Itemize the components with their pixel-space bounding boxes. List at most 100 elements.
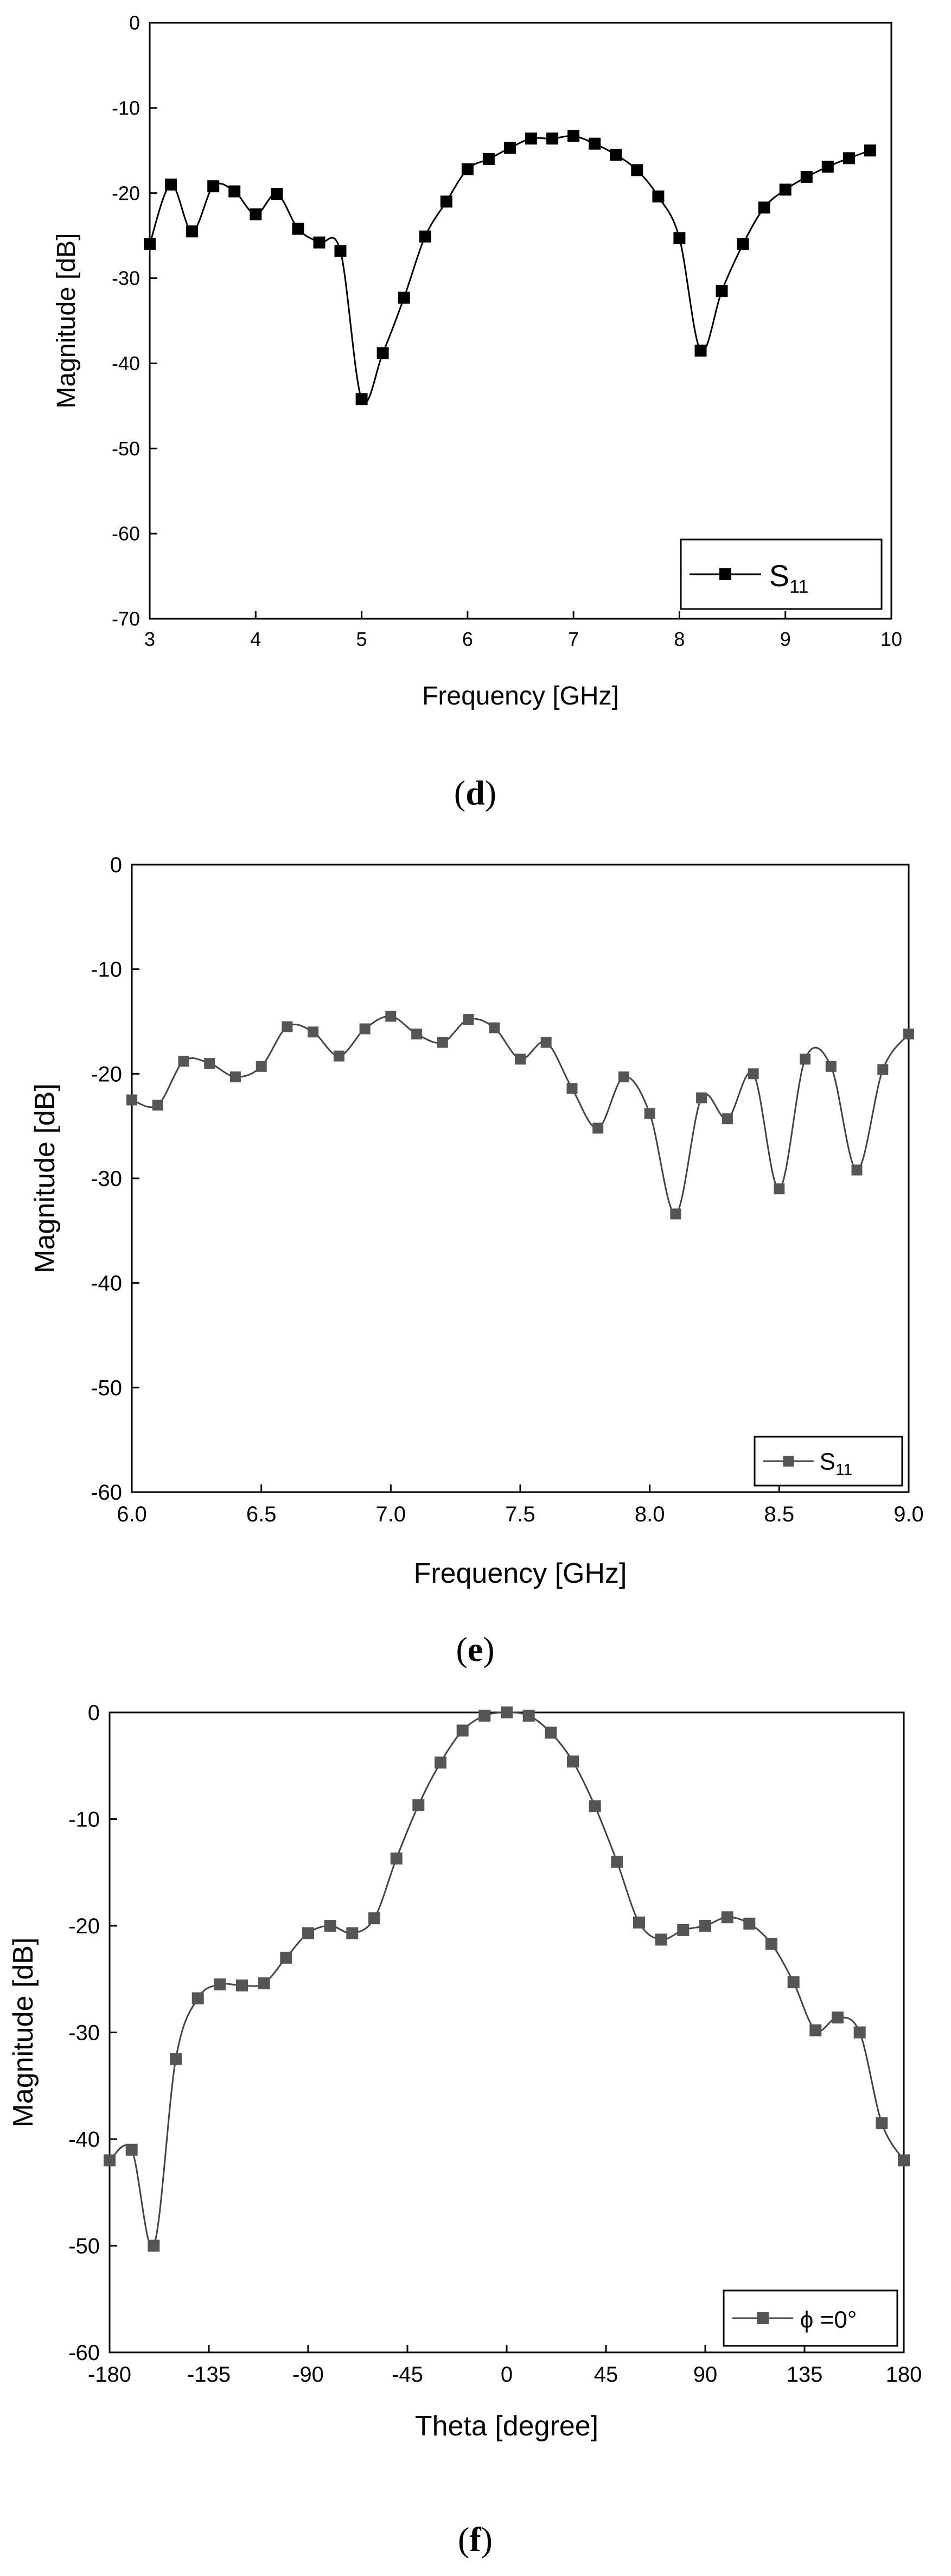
data-point-marker — [670, 1208, 681, 1220]
panel-label-e: (e) — [456, 1630, 494, 1668]
x-tick-label: 8 — [674, 628, 685, 650]
data-point-marker — [271, 188, 283, 200]
data-point-marker — [456, 1724, 469, 1737]
data-point-marker — [334, 245, 347, 257]
y-axis-label-e: Magnitude [dB] — [29, 1083, 61, 1273]
y-tick-label: -20 — [112, 182, 140, 204]
data-point-marker — [482, 153, 495, 165]
data-point-marker — [589, 137, 601, 150]
x-tick-label: -90 — [292, 2363, 324, 2387]
legend-marker-e — [783, 1456, 794, 1467]
legend-d: S11 — [680, 538, 883, 610]
x-tick-label: 10 — [880, 628, 902, 650]
data-point-marker — [144, 238, 156, 250]
data-point-marker — [178, 1056, 189, 1067]
y-tick-label: -50 — [91, 1376, 122, 1400]
legend-label-e: S11 — [820, 1448, 853, 1479]
data-point-marker — [280, 1951, 292, 1964]
panel-letter-d: d — [465, 773, 485, 812]
chart-f-magnitude-vs-theta: -180 -135 -90 -45 0 45 90 135 180 0 -10 -20 -30 -40 -5… — [8, 1701, 922, 2442]
data-point-marker — [633, 1917, 645, 1929]
data-point-marker — [644, 1108, 655, 1119]
data-point-marker — [611, 1856, 623, 1868]
data-point-marker — [589, 1800, 601, 1812]
data-point-marker — [170, 2053, 182, 2065]
data-point-marker — [566, 1083, 578, 1094]
data-point-marker — [716, 285, 728, 297]
y-tick-label: -50 — [68, 2235, 100, 2258]
y-tick-label: -20 — [91, 1062, 122, 1086]
y-tick-label: -30 — [68, 2021, 100, 2045]
data-point-marker — [853, 2026, 866, 2039]
x-tick-label: 5 — [356, 628, 367, 650]
data-point-marker — [722, 1113, 733, 1125]
plot-frame-d — [149, 22, 892, 620]
y-tick-label: -20 — [68, 1914, 100, 1938]
y-tick-label: 0 — [129, 12, 140, 34]
x-tick-label: 45 — [594, 2363, 618, 2387]
data-point-marker — [412, 1799, 425, 1811]
x-tick-label: -180 — [88, 2363, 131, 2387]
data-point-marker — [282, 1021, 293, 1032]
data-point-marker — [376, 347, 389, 359]
x-tick-label: 8.0 — [635, 1502, 665, 1526]
data-point-marker — [843, 152, 855, 164]
data-point-marker — [398, 291, 410, 304]
x-tick-label: 6.0 — [117, 1502, 147, 1526]
series-markers-phi0-f — [104, 1706, 910, 2252]
data-point-marker — [525, 132, 537, 145]
data-point-marker — [478, 1709, 491, 1722]
data-point-marker — [898, 2154, 910, 2167]
chart-d-magnitude-vs-frequency: 3 4 5 6 7 8 9 10 0 -10 -20 -30 -40 -50 -60 -70 Frequenc… — [52, 12, 902, 710]
x-tick-label: 8.5 — [764, 1502, 795, 1526]
data-point-marker — [419, 230, 431, 243]
data-point-marker — [214, 1978, 226, 1991]
data-point-marker — [207, 180, 220, 193]
data-point-marker — [903, 1029, 914, 1040]
data-point-marker — [258, 1977, 270, 1990]
x-axis-label-f: Theta [degree] — [415, 2410, 598, 2442]
plot-frame-f — [108, 1711, 905, 2353]
data-point-marker — [148, 2239, 160, 2252]
data-point-marker — [876, 2117, 888, 2129]
x-tick-label: 7.5 — [505, 1502, 535, 1526]
legend-label-sub-d: 11 — [789, 576, 808, 597]
data-point-marker — [437, 1037, 448, 1048]
data-point-marker — [385, 1011, 397, 1022]
data-point-marker — [463, 1014, 474, 1025]
data-point-marker — [292, 223, 304, 235]
legend-label-sub-e: 11 — [835, 1461, 852, 1479]
y-tick-label: -60 — [91, 1481, 122, 1505]
y-tick-label: 0 — [110, 853, 122, 877]
data-point-marker — [236, 1979, 248, 1991]
data-point-marker — [825, 1061, 837, 1072]
y-tick-label: -40 — [91, 1272, 122, 1296]
data-point-marker — [540, 1037, 552, 1048]
data-point-marker — [368, 1912, 380, 1925]
data-point-marker — [250, 208, 262, 220]
data-point-marker — [765, 1938, 777, 1950]
data-point-marker — [877, 1064, 889, 1075]
data-point-marker — [737, 238, 749, 250]
panel-letter-e: e — [468, 1630, 483, 1668]
y-tick-label: 0 — [88, 1701, 100, 1725]
data-point-marker — [229, 1071, 241, 1083]
data-point-marker — [787, 1976, 800, 1989]
panel-label-d: (d) — [454, 773, 496, 812]
data-point-marker — [721, 1911, 733, 1924]
data-point-marker — [501, 1706, 513, 1718]
legend-label-f: ϕ =0° — [800, 2306, 857, 2333]
x-tick-label: 7 — [568, 628, 579, 650]
series-markers-s11-d — [144, 130, 876, 405]
data-point-marker — [355, 393, 368, 405]
data-point-marker — [545, 1727, 557, 1739]
x-tick-label: 4 — [250, 628, 261, 650]
y-tick-label: -60 — [112, 523, 140, 545]
data-point-marker — [748, 1068, 759, 1080]
data-point-marker — [313, 236, 325, 249]
data-point-marker — [440, 195, 452, 208]
data-point-marker — [228, 185, 241, 198]
x-tick-label: 9.0 — [893, 1502, 924, 1526]
y-axis-label-d: Magnitude [dB] — [52, 233, 81, 409]
data-point-marker — [779, 183, 792, 196]
